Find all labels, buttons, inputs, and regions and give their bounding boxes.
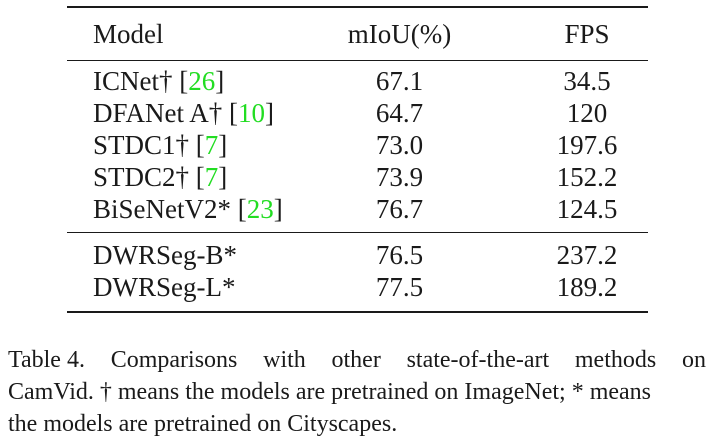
caption-line-2: CamVid. † means the models are pretraine… [8,379,652,405]
citation-link[interactable]: 26 [188,66,216,96]
fps-cell: 120 [566,98,608,128]
model-cell: BiSeNetV2* [23] [93,194,283,224]
caption-label: Table 4. [8,347,85,373]
fps-cell: 34.5 [563,66,611,96]
caption-word: with [263,347,306,373]
miou-cell: 73.9 [375,162,424,192]
model-cell: DFANet A† [10] [93,98,275,128]
header-model: Model [93,19,164,49]
model-name: STDC1† [93,130,190,160]
model-name: STDC2† [93,162,190,192]
caption-word: other [331,347,381,373]
caption-word: Comparisons [110,347,238,373]
model-name: BiSeNetV2* [93,194,231,224]
model-name: DFANet A† [93,98,223,128]
model-cell: DWRSeg-L* [93,272,236,302]
table-row: BiSeNetV2* [23] 76.7 124.5 [67,194,648,224]
miou-cell: 64.7 [375,98,424,128]
table-row: STDC1† [7] 73.0 197.6 [67,130,648,160]
fps-cell: 189.2 [556,272,618,302]
fps-cell: 197.6 [556,130,618,160]
citation-link[interactable]: 7 [204,162,219,192]
model-cell: STDC2† [7] [93,162,228,192]
table-header-row: Model mIoU(%) FPS [67,19,648,49]
table-row: DWRSeg-L* 77.5 189.2 [67,272,648,302]
caption-word: state-of-the-art [406,347,550,373]
citation-link[interactable]: 10 [238,98,266,128]
miou-cell: 76.7 [375,194,424,224]
header-rule [67,60,648,61]
fps-cell: 124.5 [556,194,618,224]
miou-cell: 73.0 [375,130,424,160]
citation-link[interactable]: 23 [246,194,274,224]
table-top-rule [67,6,648,8]
caption-line-3: the models are pretrained on Cityscapes. [8,411,398,437]
citation-link[interactable]: 7 [204,130,219,160]
miou-cell: 77.5 [375,272,424,302]
caption-word: methods [574,347,657,373]
table-row: DFANet A† [10] 64.7 120 [67,98,648,128]
fps-cell: 237.2 [556,240,618,270]
miou-cell: 67.1 [375,66,424,96]
header-fps: FPS [564,19,610,49]
model-cell: ICNet† [26] [93,66,225,96]
miou-cell: 76.5 [375,240,424,270]
fps-cell: 152.2 [556,162,618,192]
model-cell: DWRSeg-B* [93,240,237,270]
model-cell: STDC1† [7] [93,130,228,160]
header-miou: mIoU(%) [347,19,452,49]
model-name: ICNet† [93,66,173,96]
caption-word: on [681,347,706,373]
caption-line-1: Table 4. Comparisons with other state-of… [8,344,706,376]
table-bottom-rule [67,311,648,313]
table-row: STDC2† [7] 73.9 152.2 [67,162,648,192]
group-divider-rule [67,232,648,233]
table-row: DWRSeg-B* 76.5 237.2 [67,240,648,270]
table-row: ICNet† [26] 67.1 34.5 [67,66,648,96]
